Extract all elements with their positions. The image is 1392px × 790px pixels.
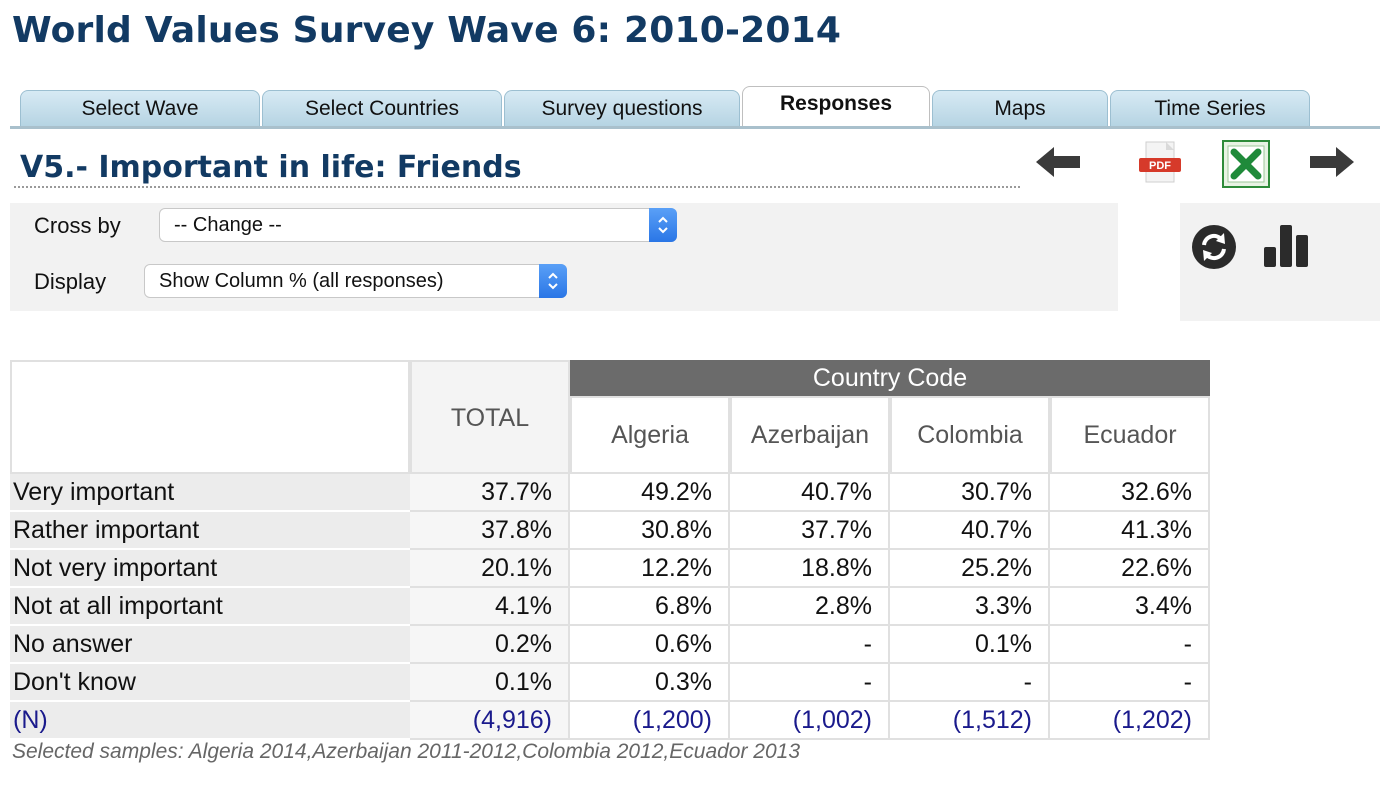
value-cell: 32.6% bbox=[1050, 474, 1210, 512]
tab-bar: Select Wave Select Countries Survey ques… bbox=[0, 0, 1392, 130]
n-row: (N) (4,916) (1,200) (1,002) (1,512) (1,2… bbox=[10, 702, 1210, 740]
value-cell: 2.8% bbox=[730, 588, 890, 626]
value-cell: - bbox=[730, 664, 890, 702]
value-cell: 0.3% bbox=[570, 664, 730, 702]
refresh-icon[interactable] bbox=[1190, 223, 1238, 271]
value-cell: 3.4% bbox=[1050, 588, 1210, 626]
action-panel bbox=[1180, 203, 1380, 321]
value-cell: 0.1% bbox=[890, 626, 1050, 664]
total-cell: 37.7% bbox=[410, 474, 570, 512]
value-cell: 30.8% bbox=[570, 512, 730, 550]
tab-time-series[interactable]: Time Series bbox=[1110, 90, 1310, 126]
display-value: Show Column % (all responses) bbox=[159, 270, 444, 293]
value-cell: 49.2% bbox=[570, 474, 730, 512]
table-row: No answer 0.2% 0.6% -0.1% - bbox=[10, 626, 1210, 664]
tab-divider bbox=[10, 126, 1380, 129]
total-cell: 37.8% bbox=[410, 512, 570, 550]
n-ecuador: (1,202) bbox=[1050, 702, 1210, 740]
display-label: Display bbox=[34, 269, 106, 295]
title-underline bbox=[14, 186, 1020, 188]
value-cell: - bbox=[730, 626, 890, 664]
n-colombia: (1,512) bbox=[890, 702, 1050, 740]
tab-maps[interactable]: Maps bbox=[932, 90, 1108, 126]
value-cell: 3.3% bbox=[890, 588, 1050, 626]
row-label: Not at all important bbox=[10, 588, 410, 626]
value-cell: 22.6% bbox=[1050, 550, 1210, 588]
table-row: Don't know 0.1% 0.3% - - - bbox=[10, 664, 1210, 702]
column-header-colombia: Colombia bbox=[890, 396, 1050, 474]
controls-panel: Cross by -- Change -- Display Show Colum… bbox=[10, 203, 1118, 311]
bar-chart-icon[interactable] bbox=[1262, 221, 1310, 269]
table-row: Not at all important 4.1% 6.8% 2.8% 3.3% 3.4% bbox=[10, 588, 1210, 626]
cross-by-value: -- Change -- bbox=[174, 214, 282, 237]
results-table: TOTAL Country Code Algeria Azerbaijan Co… bbox=[10, 360, 1210, 740]
table-row: Not very important 20.1% 12.2% 18.8% 25.2% 22… bbox=[10, 550, 1210, 588]
value-cell: 0.6% bbox=[570, 626, 730, 664]
pdf-icon[interactable]: PDF bbox=[1138, 140, 1182, 186]
table-corner bbox=[10, 360, 410, 474]
value-cell: 41.3% bbox=[1050, 512, 1210, 550]
table-row: Rather important 37.8% 30.8% 37.7% 40.7% 41.3… bbox=[10, 512, 1210, 550]
value-cell: 6.8% bbox=[570, 588, 730, 626]
tab-survey-questions[interactable]: Survey questions bbox=[504, 90, 740, 126]
excel-icon[interactable] bbox=[1222, 140, 1270, 188]
value-cell: - bbox=[890, 664, 1050, 702]
total-cell: 4.1% bbox=[410, 588, 570, 626]
row-label: No answer bbox=[10, 626, 410, 664]
column-header-azerbaijan: Azerbaijan bbox=[730, 396, 890, 474]
value-cell: 12.2% bbox=[570, 550, 730, 588]
select-chevron-icon bbox=[539, 264, 567, 298]
total-cell: 20.1% bbox=[410, 550, 570, 588]
value-cell: 37.7% bbox=[730, 512, 890, 550]
country-code-header: Country Code bbox=[570, 360, 1210, 396]
tab-select-countries[interactable]: Select Countries bbox=[262, 90, 502, 126]
n-total: (4,916) bbox=[410, 702, 570, 740]
column-header-algeria: Algeria bbox=[570, 396, 730, 474]
arrow-right-icon[interactable] bbox=[1308, 144, 1356, 180]
value-cell: - bbox=[1050, 626, 1210, 664]
total-cell: 0.2% bbox=[410, 626, 570, 664]
display-select[interactable]: Show Column % (all responses) bbox=[144, 264, 567, 298]
selected-samples-note: Selected samples: Algeria 2014,Azerbaija… bbox=[12, 740, 800, 764]
total-cell: 0.1% bbox=[410, 664, 570, 702]
pdf-label: PDF bbox=[1149, 160, 1171, 172]
value-cell: 30.7% bbox=[890, 474, 1050, 512]
select-chevron-icon bbox=[649, 208, 677, 242]
arrow-left-icon[interactable] bbox=[1034, 144, 1082, 180]
n-algeria: (1,200) bbox=[570, 702, 730, 740]
value-cell: 40.7% bbox=[730, 474, 890, 512]
row-label: Very important bbox=[10, 474, 410, 512]
question-title: V5.- Important in life: Friends bbox=[20, 150, 522, 185]
value-cell: 40.7% bbox=[890, 512, 1050, 550]
tab-responses[interactable]: Responses bbox=[742, 86, 930, 128]
value-cell: - bbox=[1050, 664, 1210, 702]
row-label: Don't know bbox=[10, 664, 410, 702]
value-cell: 18.8% bbox=[730, 550, 890, 588]
tab-select-wave[interactable]: Select Wave bbox=[20, 90, 260, 126]
cross-by-select[interactable]: -- Change -- bbox=[159, 208, 677, 242]
column-header-ecuador: Ecuador bbox=[1050, 396, 1210, 474]
row-label: Not very important bbox=[10, 550, 410, 588]
value-cell: 25.2% bbox=[890, 550, 1050, 588]
total-header: TOTAL bbox=[410, 360, 570, 474]
n-row-label: (N) bbox=[10, 702, 410, 740]
table-row: Very important 37.7% 49.2% 40.7% 30.7% 32.6% bbox=[10, 474, 1210, 512]
cross-by-label: Cross by bbox=[34, 213, 121, 239]
n-azerbaijan: (1,002) bbox=[730, 702, 890, 740]
row-label: Rather important bbox=[10, 512, 410, 550]
